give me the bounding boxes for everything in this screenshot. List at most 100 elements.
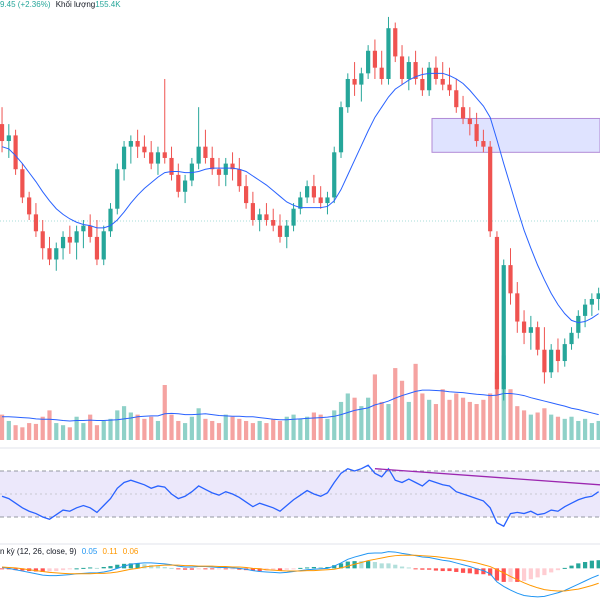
macd-histogram-bar xyxy=(521,568,527,582)
candle-body xyxy=(406,62,411,79)
volume-bar xyxy=(223,414,228,440)
volume-bar xyxy=(169,414,174,440)
candle-body xyxy=(189,163,194,181)
candle-body xyxy=(230,163,235,170)
macd-histogram-bar xyxy=(40,568,45,572)
volume-bar xyxy=(318,414,323,440)
volume-bar xyxy=(121,406,127,440)
candle-body xyxy=(508,265,513,294)
volume-bar xyxy=(264,423,269,440)
macd-histogram-bar xyxy=(406,567,411,569)
candle-body xyxy=(149,152,154,164)
candle-body xyxy=(582,304,588,316)
candle-body xyxy=(515,293,520,322)
volume-bar xyxy=(176,420,181,440)
volume-bar xyxy=(467,401,472,440)
candle-body xyxy=(501,265,506,390)
candle-body xyxy=(549,349,554,373)
volume-bar xyxy=(203,418,208,440)
candle-body xyxy=(115,169,120,209)
macd-histogram-bar xyxy=(596,560,600,569)
macd-histogram-bar xyxy=(108,566,113,569)
macd-histogram-bar xyxy=(427,568,432,570)
macd-histogram-bar xyxy=(135,563,140,569)
candle-body xyxy=(67,236,72,243)
macd-histogram-bar xyxy=(508,568,513,582)
macd-histogram-bar xyxy=(81,567,86,569)
candle-body xyxy=(216,169,222,175)
candle-body xyxy=(420,78,425,91)
candle-body xyxy=(488,146,493,232)
macd-histogram-bar xyxy=(562,567,567,569)
volume-bar xyxy=(189,416,194,440)
candle-body xyxy=(203,146,208,158)
candle-body xyxy=(305,186,310,198)
volume-bar xyxy=(237,418,242,440)
volume-bar xyxy=(406,401,411,440)
macd-histogram-bar xyxy=(291,568,296,570)
rsi-pane xyxy=(0,447,600,528)
volume-bar xyxy=(528,414,533,440)
volume-bar xyxy=(454,393,459,440)
rsi-line xyxy=(1,464,600,528)
volume-bar xyxy=(515,406,520,440)
candle-body xyxy=(589,298,594,305)
volume-bar xyxy=(427,399,432,440)
volume-bar xyxy=(542,408,547,440)
volume-bar xyxy=(582,418,588,440)
volume-bar xyxy=(47,410,52,440)
macd-histogram-bar xyxy=(101,566,106,569)
volume-bar xyxy=(6,420,11,440)
volume-bar xyxy=(562,418,567,440)
rsi-divergence-line xyxy=(374,468,600,486)
candle-body xyxy=(399,56,405,79)
candle-body xyxy=(271,220,276,226)
macd-histogram-bar xyxy=(169,567,174,569)
volume-bar xyxy=(162,385,167,440)
macd-histogram-bar xyxy=(413,568,418,570)
macd-legend: n kỳ (12, 26, close, 9) 0.05 0.11 0.06 xyxy=(0,547,138,557)
candle-body xyxy=(454,90,459,108)
volume-bar xyxy=(393,368,398,440)
candle-body xyxy=(440,78,445,85)
volume-bar xyxy=(67,427,72,440)
volume-bar xyxy=(366,397,371,440)
candle-body xyxy=(291,208,296,226)
macd-histogram-bar xyxy=(332,565,337,569)
macd-value: 0.05 xyxy=(81,547,98,556)
macd-histogram-bar xyxy=(325,566,330,569)
volume-bar xyxy=(413,363,418,440)
candle-body xyxy=(311,186,316,198)
macd-histogram-bar xyxy=(0,568,5,570)
macd-histogram-bar xyxy=(74,568,79,570)
volume-bar xyxy=(589,423,594,440)
macd-histogram-bar xyxy=(176,568,181,570)
candle-body xyxy=(33,214,39,232)
volume-bar xyxy=(271,418,276,440)
macd-histogram-bar xyxy=(494,568,500,581)
volume-bar xyxy=(420,393,425,440)
volume-bar xyxy=(352,397,357,440)
macd-histogram-bar xyxy=(20,568,25,571)
candle-body xyxy=(460,107,466,119)
volume-bar xyxy=(33,423,39,440)
macd-histogram-bar xyxy=(155,566,161,569)
macd-histogram-bar xyxy=(67,568,72,570)
volume-bar xyxy=(101,420,106,440)
macd-histogram-bar xyxy=(399,566,405,569)
candle-body xyxy=(318,197,323,204)
candle-body xyxy=(521,321,527,333)
macd-histogram-bar xyxy=(33,568,39,572)
candle-body xyxy=(47,248,52,260)
macd-histogram-bar xyxy=(440,568,445,572)
macd-indicator-name: n kỳ xyxy=(0,547,15,556)
volume-bar xyxy=(488,393,493,440)
candle-body xyxy=(332,152,337,198)
macd-histogram-bar xyxy=(298,567,303,569)
macd-histogram-bar xyxy=(549,568,554,573)
candle-body xyxy=(372,50,378,68)
volume-bars xyxy=(0,355,600,440)
macd-histogram-bar xyxy=(582,562,588,569)
volume-bar xyxy=(555,416,561,440)
